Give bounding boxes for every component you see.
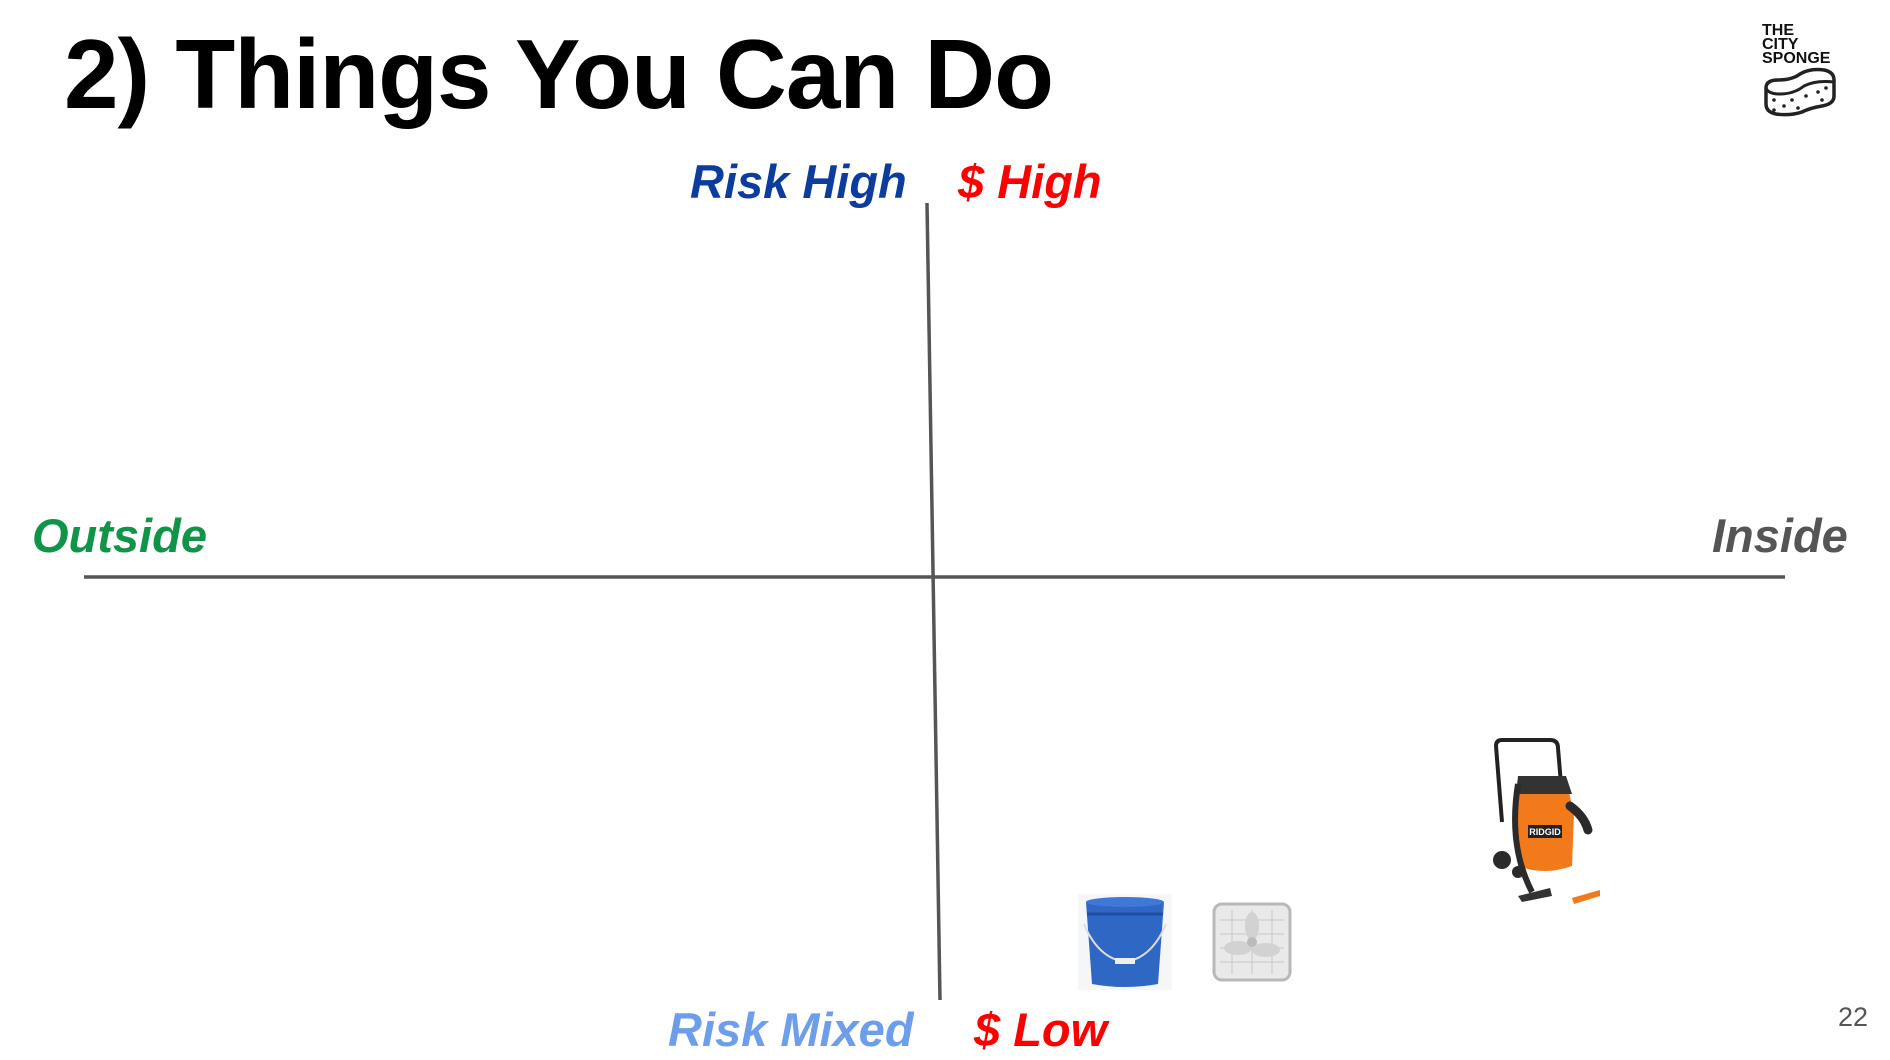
risk-mixed-label: Risk Mixed [668,1003,914,1056]
cost-high-label: $ High [958,155,1102,208]
slide-title: 2) Things You Can Do [64,19,1054,129]
wet-dry-vacuum-image: RIDGID [1493,738,1600,904]
outside-label: Outside [32,509,207,562]
bucket-image [1078,894,1172,990]
cost-low-label: $ Low [974,1003,1108,1056]
logo-line: CITY [1762,36,1799,53]
box-fan-image [1212,902,1292,982]
vacuum-brand-label: RIDGID [1529,827,1561,837]
city-sponge-logo: THE CITY SPONGE [1762,22,1844,123]
page-number: 22 [1838,1002,1869,1032]
inside-label: Inside [1712,509,1848,562]
risk-high-label: Risk High [690,155,907,208]
logo-line: SPONGE [1762,50,1831,67]
vertical-axis [925,202,942,1001]
brand-badge [1528,825,1562,838]
sponge-icon [1764,67,1836,117]
logo-line: THE [1762,22,1794,39]
